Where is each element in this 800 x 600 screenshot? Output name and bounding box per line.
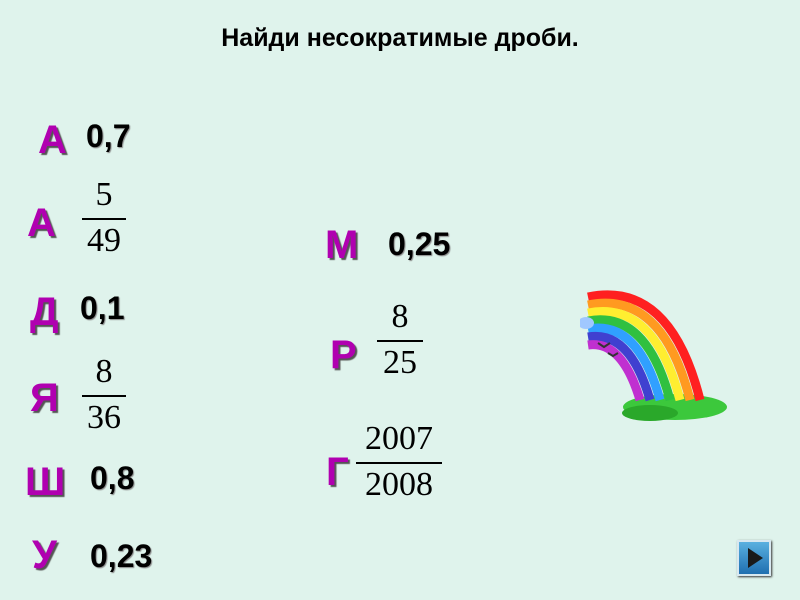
decimal-u: 0,23: [90, 538, 153, 574]
letter-d: Д: [30, 290, 59, 334]
decimal-m: 0,25: [388, 226, 451, 262]
letter-m: М: [325, 223, 359, 267]
rainbow-arc-yellow: [587, 307, 685, 402]
rainbow-arc-blue: [587, 323, 665, 402]
letter-a-1: А: [38, 118, 67, 162]
denominator: 49: [87, 222, 121, 259]
fraction-bar: [356, 462, 442, 464]
decimal-sh: 0,8: [90, 460, 135, 496]
decimal-a-1: 0,7: [86, 118, 131, 154]
numerator: 2007: [365, 420, 433, 457]
fraction-bar: [82, 395, 126, 397]
letter-g: Г: [326, 450, 349, 494]
letter-u: У: [32, 533, 57, 577]
page-title: Найди несократимые дроби.: [221, 24, 579, 52]
denominator: 36: [87, 399, 121, 436]
bird-icon: [597, 342, 611, 349]
next-slide-button[interactable]: [737, 540, 771, 576]
numerator: 5: [95, 176, 113, 213]
fraction-ya: 8 36: [82, 355, 126, 435]
rainbow-arc-red: [587, 290, 705, 402]
letter-r: Р: [330, 333, 357, 377]
denominator: 25: [383, 344, 417, 381]
letter-ya: Я: [30, 376, 59, 420]
cloud-shape: [580, 317, 594, 329]
letter-a-2: А: [27, 201, 56, 245]
rainbow-illustration: [580, 285, 727, 421]
rainbow-arc-indigo: [587, 331, 655, 402]
fraction-bar: [82, 218, 126, 220]
fraction-r: 8 25: [377, 300, 423, 380]
rainbow-arc-orange: [587, 298, 695, 402]
play-next-icon: [748, 548, 763, 568]
rainbow-arc-violet: [587, 340, 645, 402]
fraction-g: 2007 2008: [356, 422, 442, 502]
letter-sh: Ш: [25, 460, 66, 504]
fraction-bar: [377, 340, 423, 342]
denominator: 2008: [365, 466, 433, 503]
rainbow-arc-green: [587, 315, 675, 402]
numerator: 8: [95, 353, 113, 390]
fraction-a-2: 5 49: [82, 178, 126, 258]
decimal-d: 0,1: [80, 290, 125, 326]
numerator: 8: [391, 298, 409, 335]
bird-icon: [607, 352, 619, 358]
